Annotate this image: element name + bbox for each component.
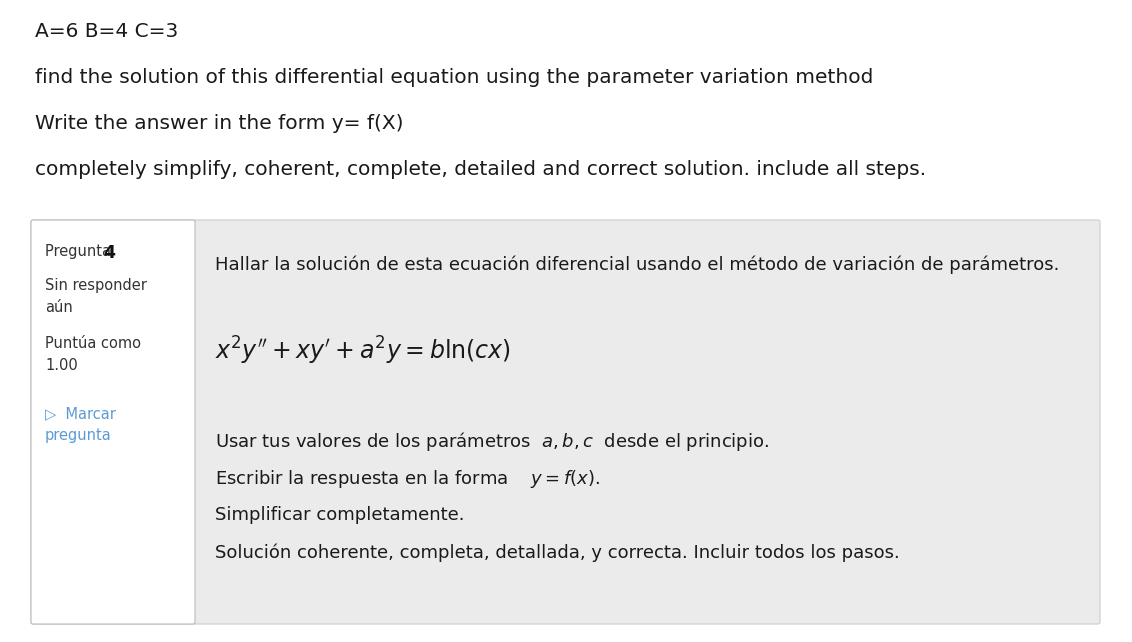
Text: Pregunta: Pregunta	[45, 244, 115, 259]
FancyBboxPatch shape	[31, 220, 195, 624]
Text: Sin responder: Sin responder	[45, 278, 147, 293]
FancyBboxPatch shape	[31, 220, 1100, 624]
Text: Hallar la solución de esta ecuación diferencial usando el método de variación de: Hallar la solución de esta ecuación dife…	[215, 255, 1060, 273]
Text: A=6 B=4 C=3: A=6 B=4 C=3	[35, 22, 178, 41]
Text: 1.00: 1.00	[45, 358, 78, 373]
Text: $x^2y'' + xy' + a^2y = b\ln(cx)$: $x^2y'' + xy' + a^2y = b\ln(cx)$	[215, 335, 511, 367]
Text: pregunta: pregunta	[45, 428, 112, 443]
Text: 4: 4	[103, 244, 115, 262]
Text: aún: aún	[45, 300, 72, 315]
Text: Solución coherente, completa, detallada, y correcta. Incluir todos los pasos.: Solución coherente, completa, detallada,…	[215, 544, 900, 562]
Text: Puntúa como: Puntúa como	[45, 336, 142, 351]
Text: ▷  Marcar: ▷ Marcar	[45, 406, 115, 421]
Text: Usar tus valores de los parámetros  $a, b, c$  desde el principio.: Usar tus valores de los parámetros $a, b…	[215, 430, 769, 453]
Text: Simplificar completamente.: Simplificar completamente.	[215, 506, 464, 524]
Text: Escribir la respuesta en la forma    $y = f(x).$: Escribir la respuesta en la forma $y = f…	[215, 468, 600, 490]
Text: completely simplify, coherent, complete, detailed and correct solution. include : completely simplify, coherent, complete,…	[35, 160, 926, 179]
Text: Write the answer in the form y= f(X): Write the answer in the form y= f(X)	[35, 114, 403, 133]
Text: find the solution of this differential equation using the parameter variation me: find the solution of this differential e…	[35, 68, 874, 87]
